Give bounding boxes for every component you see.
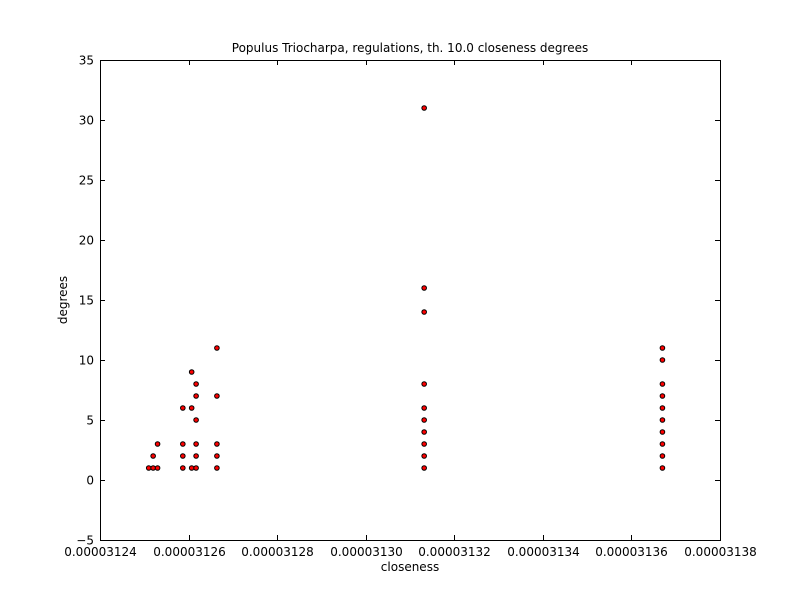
y-tick-label: 30 [79, 114, 94, 128]
data-point [180, 453, 186, 459]
axis-ticks: 0.00003124 0.00003126 0.00003128 0.00003130… [64, 54, 757, 560]
data-point [659, 345, 666, 351]
data-point [193, 465, 199, 471]
x-tick-label: 0.00003132 [418, 545, 491, 559]
y-tick-label: 5 [86, 414, 94, 428]
data-point [659, 357, 666, 363]
data-point [154, 465, 161, 471]
x-tick-label: 0.00003134 [507, 545, 580, 559]
data-point [154, 441, 161, 447]
data-point [193, 381, 199, 387]
data-point [193, 393, 199, 399]
y-tick-label: −5 [76, 534, 94, 548]
data-point [421, 429, 427, 435]
data-point [659, 393, 666, 399]
data-point [193, 441, 199, 447]
data-point [214, 465, 220, 471]
data-point [421, 105, 427, 111]
x-tick-label: 0.00003138 [684, 545, 757, 559]
data-point [659, 441, 666, 447]
data-point [188, 465, 195, 471]
data-point [421, 309, 427, 315]
data-point [421, 381, 427, 387]
x-tick-label: 0.00003126 [153, 545, 226, 559]
data-point [421, 453, 427, 459]
y-tick-label: 0 [86, 474, 94, 488]
y-tick-label: 15 [79, 294, 94, 308]
y-tick-label: 10 [79, 354, 94, 368]
plot-frame [100, 60, 721, 541]
data-point [421, 465, 427, 471]
y-axis-label: degrees [56, 276, 70, 324]
data-point [659, 453, 666, 459]
data-point [180, 465, 186, 471]
x-tick-label: 0.00003130 [330, 545, 403, 559]
data-point [145, 465, 152, 471]
data-point [421, 441, 427, 447]
data-point [421, 405, 427, 411]
data-point [180, 405, 186, 411]
data-point [214, 345, 220, 351]
data-point [214, 393, 220, 399]
data-point [150, 453, 156, 459]
data-point [659, 381, 666, 387]
y-tick-label: 20 [79, 234, 94, 248]
x-tick-label: 0.00003136 [595, 545, 668, 559]
data-points [145, 105, 666, 471]
data-point [659, 405, 666, 411]
data-point [188, 405, 195, 411]
data-point [180, 441, 186, 447]
data-point [659, 417, 666, 423]
x-tick-label: 0.00003124 [64, 545, 137, 559]
data-point [188, 369, 195, 375]
y-tick-label: 35 [79, 54, 94, 68]
data-point [214, 441, 220, 447]
data-point [421, 285, 427, 291]
data-point [421, 417, 427, 423]
y-tick-label: 25 [79, 174, 94, 188]
data-point [193, 453, 199, 459]
chart-title: Populus Triocharpa, regulations, th. 10.… [232, 41, 588, 55]
data-point [659, 465, 666, 471]
data-point [659, 429, 666, 435]
data-point [150, 465, 156, 471]
x-axis-label: closeness [381, 560, 439, 574]
data-point [214, 453, 220, 459]
data-point [193, 417, 199, 423]
x-tick-label: 0.00003128 [241, 545, 314, 559]
